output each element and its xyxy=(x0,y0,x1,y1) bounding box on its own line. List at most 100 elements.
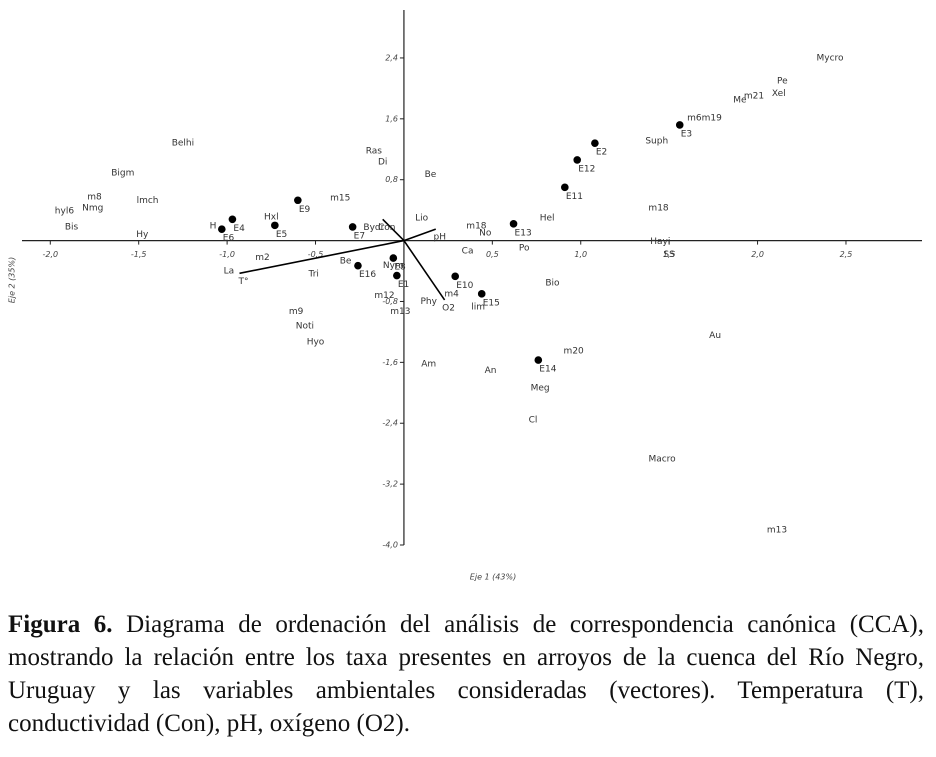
x-tick-label: 2,0 xyxy=(751,250,764,259)
site-label: E14 xyxy=(539,365,556,375)
site-point xyxy=(534,356,543,364)
taxon-label: lmch xyxy=(137,196,159,206)
taxon-label: Hy xyxy=(136,230,149,240)
x-tick-label: -1,5 xyxy=(131,250,147,259)
taxon-label: lim xyxy=(471,302,485,312)
vector xyxy=(239,239,405,275)
vector-label: pH xyxy=(434,233,446,243)
taxon-label: Bydr xyxy=(363,223,384,233)
taxon-label: m18 xyxy=(466,222,486,232)
site-label: E5 xyxy=(276,230,287,240)
vector-label: Con xyxy=(378,223,396,233)
site-point xyxy=(393,271,401,280)
taxon-label: Bio xyxy=(545,279,560,289)
taxon-label: Nym xyxy=(383,261,404,271)
taxon-label: m13 xyxy=(390,307,410,317)
site-label: E4 xyxy=(233,224,245,234)
taxon-label: m4 xyxy=(444,289,459,299)
taxon-label: Macro xyxy=(648,455,676,465)
taxon-label: Mycro xyxy=(817,53,845,63)
taxon-label: Bis xyxy=(65,222,79,232)
site-label: E8 xyxy=(394,263,406,273)
site-point xyxy=(477,290,486,298)
taxon-label: Meg xyxy=(531,384,550,394)
taxon-label: m20 xyxy=(564,346,584,356)
x-tick-label: 2,5 xyxy=(840,250,853,259)
site-point xyxy=(389,254,398,262)
taxon-label: Tri xyxy=(308,270,319,280)
taxon-label: Bigm xyxy=(111,168,134,178)
site-point xyxy=(354,261,362,270)
vector xyxy=(403,240,446,301)
site-point xyxy=(451,272,460,281)
site-point xyxy=(271,221,279,230)
taxon-label: Phy xyxy=(420,297,437,307)
chart: Eje 1 (43%) Eje 2 (35%) -2,0 -1,5 -1,0 -0,5… xyxy=(8,10,922,582)
taxon-label: m6m19 xyxy=(687,114,722,124)
site-label: E12 xyxy=(578,164,595,174)
x-tick-label: -2,0 xyxy=(42,250,58,259)
x-tick-label: -0,5 xyxy=(308,250,324,259)
vector-label: O2 xyxy=(442,303,455,313)
taxon-label: La xyxy=(224,267,235,277)
y-tick-label: 0,8 xyxy=(385,175,398,184)
x-axis-title: Eje 1 (43%) xyxy=(470,573,516,582)
taxon-label: No xyxy=(479,228,492,238)
taxon-label: Di xyxy=(378,158,387,168)
vector xyxy=(403,228,437,242)
taxon-label: Be xyxy=(425,170,437,180)
x-tick-label: -1,0 xyxy=(219,250,235,259)
taxon-label: Hxl xyxy=(264,212,279,222)
site-label: E16 xyxy=(359,270,376,280)
site-point xyxy=(348,223,357,231)
taxon-label: Po xyxy=(519,244,530,254)
taxon-label: Belhi xyxy=(172,139,194,149)
taxon-label: H xyxy=(210,222,217,232)
x-tick-label: 1,5 xyxy=(663,250,676,259)
taxon-label: Nmg xyxy=(82,203,103,213)
caption-label: Figura 6. xyxy=(8,611,113,638)
site-point xyxy=(509,220,518,228)
taxon-label: SS xyxy=(663,250,675,260)
site-point xyxy=(561,183,569,192)
taxon-label: An xyxy=(485,366,497,376)
y-tick-label: -0,8 xyxy=(382,297,398,306)
taxon-label: m2 xyxy=(255,253,270,263)
taxon-label: Xel xyxy=(772,89,786,99)
site-label: E15 xyxy=(483,298,500,308)
site-point xyxy=(591,139,599,147)
taxon-label: m13 xyxy=(767,525,787,535)
vector-label: T° xyxy=(237,277,248,287)
taxon-label: Hyo xyxy=(307,337,325,347)
site-point xyxy=(675,121,684,129)
x-tick-label: 1,0 xyxy=(574,250,587,259)
x-tick-label: 0,5 xyxy=(486,250,499,259)
taxon-label: Me xyxy=(733,95,747,105)
taxon-label: Noti xyxy=(296,321,314,331)
taxon-label: Cl xyxy=(529,416,538,426)
site-label: E6 xyxy=(223,234,235,244)
site-label: E1 xyxy=(398,280,409,290)
site-point xyxy=(228,215,237,224)
y-tick-label: 2,4 xyxy=(385,53,398,62)
taxon-label: Pe xyxy=(777,76,788,86)
taxon-label: Hel xyxy=(540,213,555,223)
taxon-label: m21 xyxy=(744,91,764,101)
y-tick-label: 1,6 xyxy=(385,114,398,123)
y-tick-label: -1,6 xyxy=(382,358,398,367)
site-point xyxy=(573,156,582,164)
y-tick-label: -4,0 xyxy=(382,541,398,550)
taxon-label: Lio xyxy=(415,213,429,223)
site-label: E3 xyxy=(681,129,692,139)
taxon-label: hyl6 xyxy=(55,206,75,216)
taxon-label: m12 xyxy=(374,291,394,301)
taxon-label: Be xyxy=(340,257,352,267)
site-label: E10 xyxy=(456,281,473,291)
site-label: E11 xyxy=(566,192,583,202)
site-point xyxy=(294,196,302,205)
y-axis-title: Eje 2 (35%) xyxy=(8,257,17,303)
taxon-label: Am xyxy=(421,359,436,369)
taxon-label: Hayi xyxy=(650,237,670,247)
site-point xyxy=(218,225,226,233)
